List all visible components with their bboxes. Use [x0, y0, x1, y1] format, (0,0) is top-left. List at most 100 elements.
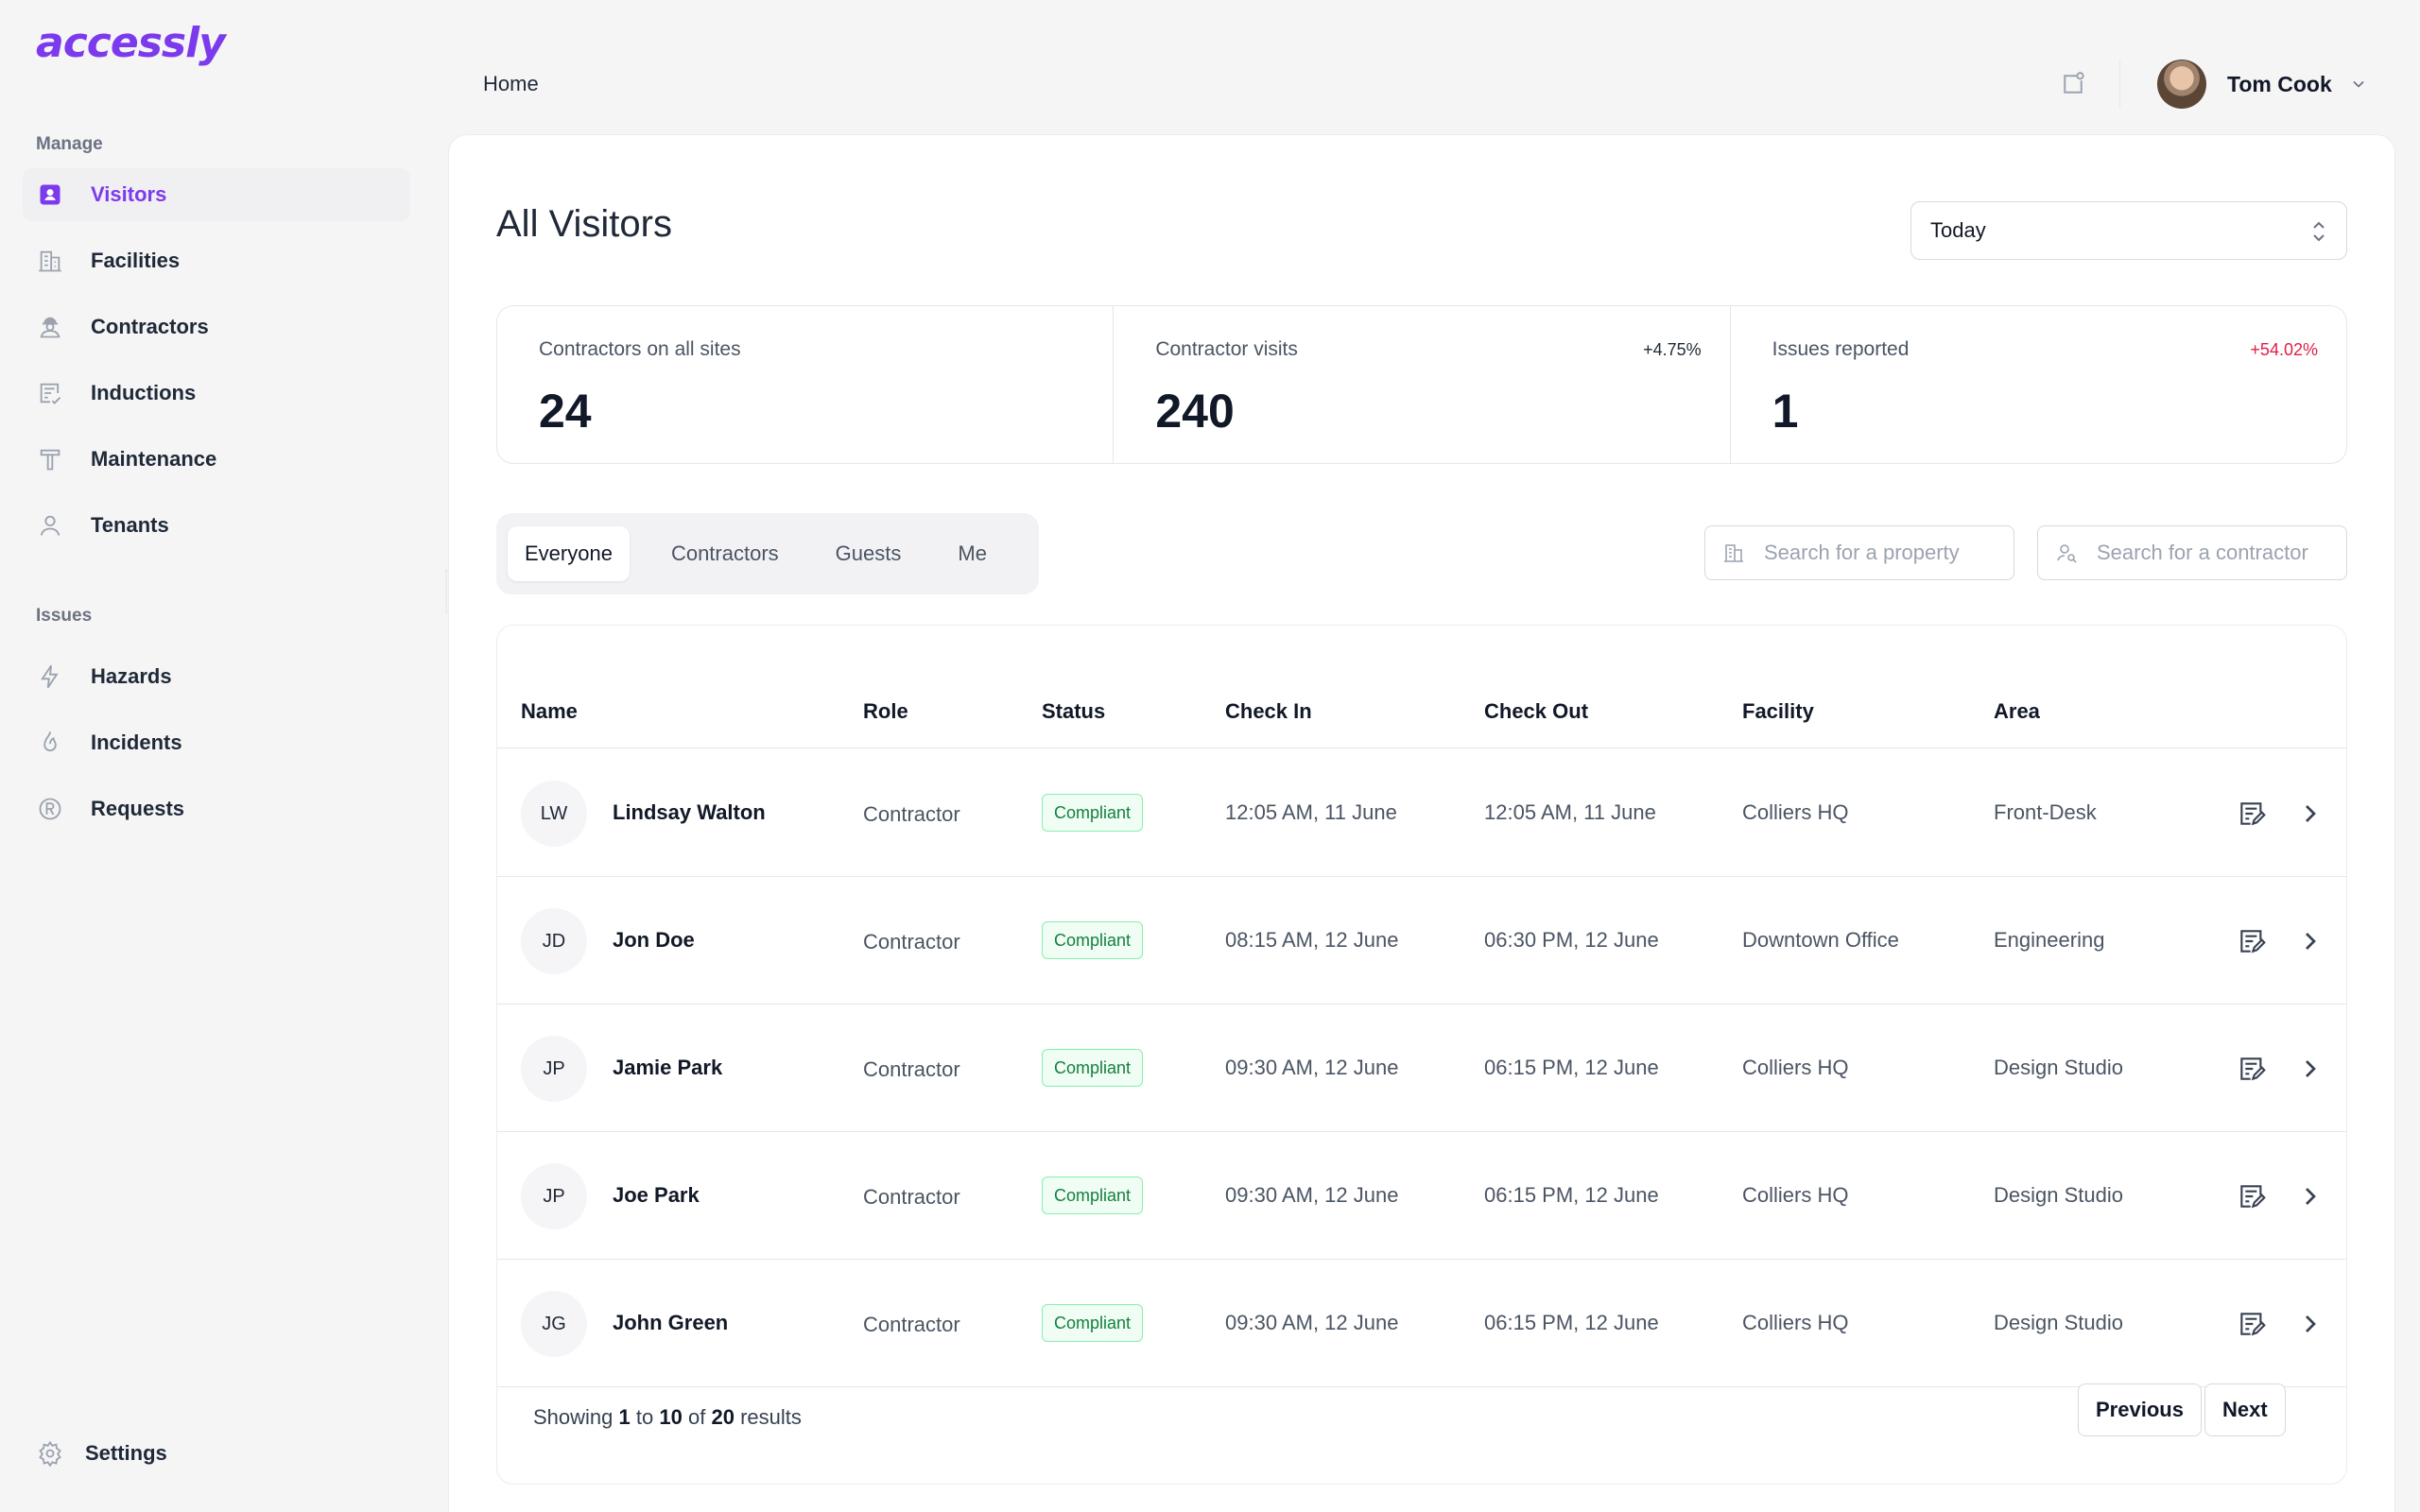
chevron-right-icon[interactable] — [2295, 926, 2325, 956]
main-panel: All Visitors Today Contractors on all si… — [448, 134, 2395, 1512]
edit-note-icon[interactable] — [2237, 1181, 2267, 1211]
logo-watermark: accessly — [406, 425, 448, 1512]
check-out-time: 06:30 PM, 12 June — [1484, 928, 1659, 952]
edit-note-icon[interactable] — [2237, 799, 2267, 829]
pagination-to-word: to — [635, 1405, 654, 1429]
period-select-value: Today — [1930, 218, 1986, 242]
visitors-table: Name Role Status Check In Check Out Faci… — [496, 625, 2347, 1485]
chevron-right-icon[interactable] — [2295, 1309, 2325, 1339]
area-name: Engineering — [1994, 928, 2105, 952]
status-badge: Compliant — [1042, 1177, 1144, 1214]
checklist-icon — [36, 379, 64, 407]
pagination-of-word: of — [687, 1405, 706, 1429]
previous-page-button[interactable]: Previous — [2078, 1383, 2202, 1436]
column-header-check-out[interactable]: Check Out — [1484, 699, 1589, 723]
stat-value: 1 — [1772, 385, 1799, 438]
visitor-name: Jon Doe — [613, 928, 695, 952]
status-badge: Compliant — [1042, 1049, 1144, 1087]
visitor-role: Contractor — [863, 1313, 960, 1336]
visitor-name: John Green — [613, 1311, 729, 1334]
table-row[interactable]: LW Lindsay Walton Contractor Compliant 1… — [497, 749, 2346, 877]
tab-me[interactable]: Me — [958, 541, 987, 565]
status-badge: Compliant — [1042, 1304, 1144, 1342]
avatar-initials: JD — [521, 908, 587, 974]
edit-note-icon[interactable] — [2237, 1054, 2267, 1084]
check-out-time: 06:15 PM, 12 June — [1484, 1311, 1659, 1334]
sidebar-item-settings[interactable]: Settings — [23, 1427, 410, 1480]
chevron-down-icon — [2349, 75, 2368, 94]
tab-guests[interactable]: Guests — [835, 541, 902, 565]
facility-name: Colliers HQ — [1742, 1311, 1849, 1334]
stat-value: 240 — [1155, 385, 1235, 438]
stat-label: Contractors on all sites — [539, 338, 741, 360]
stat-value: 24 — [539, 385, 592, 438]
column-header-check-in[interactable]: Check In — [1225, 699, 1312, 723]
notification-icon[interactable] — [2059, 70, 2087, 98]
edit-note-icon[interactable] — [2237, 926, 2267, 956]
column-header-facility[interactable]: Facility — [1742, 699, 1814, 723]
sidebar-item-maintenance[interactable]: Maintenance — [23, 433, 410, 486]
stat-label: Contractor visits — [1155, 338, 1298, 360]
visitor-name: Jamie Park — [613, 1056, 723, 1079]
topbar-divider — [2119, 60, 2120, 108]
stat-change: +54.02% — [2250, 340, 2318, 359]
column-header-area[interactable]: Area — [1994, 699, 2040, 723]
visitor-role: Contractor — [863, 930, 960, 954]
sidebar-item-requests[interactable]: Requests — [23, 782, 410, 835]
sidebar-item-incidents[interactable]: Incidents — [23, 716, 410, 769]
avatar — [2157, 60, 2206, 109]
column-header-status[interactable]: Status — [1042, 699, 1106, 723]
chevron-right-icon[interactable] — [2295, 799, 2325, 829]
edit-note-icon[interactable] — [2237, 1309, 2267, 1339]
sidebar-item-label: Visitors — [91, 182, 167, 206]
stats-panel: Contractors on all sites 24 Contractor v… — [496, 305, 2347, 464]
check-in-time: 09:30 AM, 12 June — [1225, 1183, 1399, 1207]
sidebar-item-inductions[interactable]: Inductions — [23, 367, 410, 420]
sidebar-item-tenants[interactable]: Tenants — [23, 499, 410, 552]
area-name: Design Studio — [1994, 1311, 2123, 1334]
sidebar-item-visitors[interactable]: Visitors — [23, 168, 410, 221]
stat-contractor-visits: Contractor visits +4.75% 240 — [1114, 306, 1731, 463]
search-contractor-input[interactable] — [2097, 541, 2333, 565]
visitor-name: Joe Park — [613, 1183, 700, 1207]
facility-name: Colliers HQ — [1742, 800, 1849, 824]
avatar-initials: JP — [521, 1036, 587, 1102]
section-label-issues: Issues — [36, 606, 93, 626]
sidebar-item-hazards[interactable]: Hazards — [23, 650, 410, 703]
search-property-input[interactable] — [1764, 541, 2000, 565]
area-name: Design Studio — [1994, 1183, 2123, 1207]
sidebar-item-contractors[interactable]: Contractors — [23, 301, 410, 353]
sidebar-item-label: Tenants — [91, 513, 169, 537]
user-icon — [36, 511, 64, 540]
search-property-field[interactable] — [1704, 525, 2014, 580]
facility-name: Downtown Office — [1742, 928, 1899, 952]
table-row[interactable]: JP Joe Park Contractor Compliant 09:30 A… — [497, 1132, 2346, 1260]
period-select[interactable]: Today — [1910, 201, 2347, 260]
chevron-right-icon[interactable] — [2295, 1054, 2325, 1084]
sidebar-item-label: Requests — [91, 797, 185, 820]
chevron-right-icon[interactable] — [2295, 1181, 2325, 1211]
id-card-icon — [36, 180, 64, 209]
next-page-button[interactable]: Next — [2204, 1383, 2286, 1436]
column-header-role[interactable]: Role — [863, 699, 908, 723]
hammer-icon — [36, 445, 64, 473]
chevron-up-down-icon — [2308, 219, 2329, 244]
breadcrumb[interactable]: Home — [483, 72, 539, 95]
table-row[interactable]: JD Jon Doe Contractor Compliant 08:15 AM… — [497, 877, 2346, 1005]
search-contractor-field[interactable] — [2037, 525, 2347, 580]
app-logo[interactable]: accessly — [36, 19, 226, 67]
sidebar-item-label: Hazards — [91, 664, 172, 688]
tab-contractors[interactable]: Contractors — [670, 541, 779, 565]
check-in-time: 08:15 AM, 12 June — [1225, 928, 1399, 952]
table-row[interactable]: JP Jamie Park Contractor Compliant 09:30… — [497, 1005, 2346, 1132]
table-row[interactable]: JG John Green Contractor Compliant 09:30… — [497, 1260, 2346, 1387]
sidebar: accessly accessly Manage Visitors Facili… — [0, 0, 448, 1512]
tab-everyone[interactable]: Everyone — [508, 526, 630, 581]
check-out-time: 12:05 AM, 11 June — [1484, 800, 1656, 824]
user-search-icon — [2055, 541, 2078, 564]
sidebar-item-facilities[interactable]: Facilities — [23, 234, 410, 287]
user-menu[interactable]: Tom Cook — [2157, 60, 2368, 109]
column-header-name[interactable]: Name — [521, 699, 578, 723]
building-icon — [1722, 541, 1745, 564]
avatar-initials: JP — [521, 1163, 587, 1229]
